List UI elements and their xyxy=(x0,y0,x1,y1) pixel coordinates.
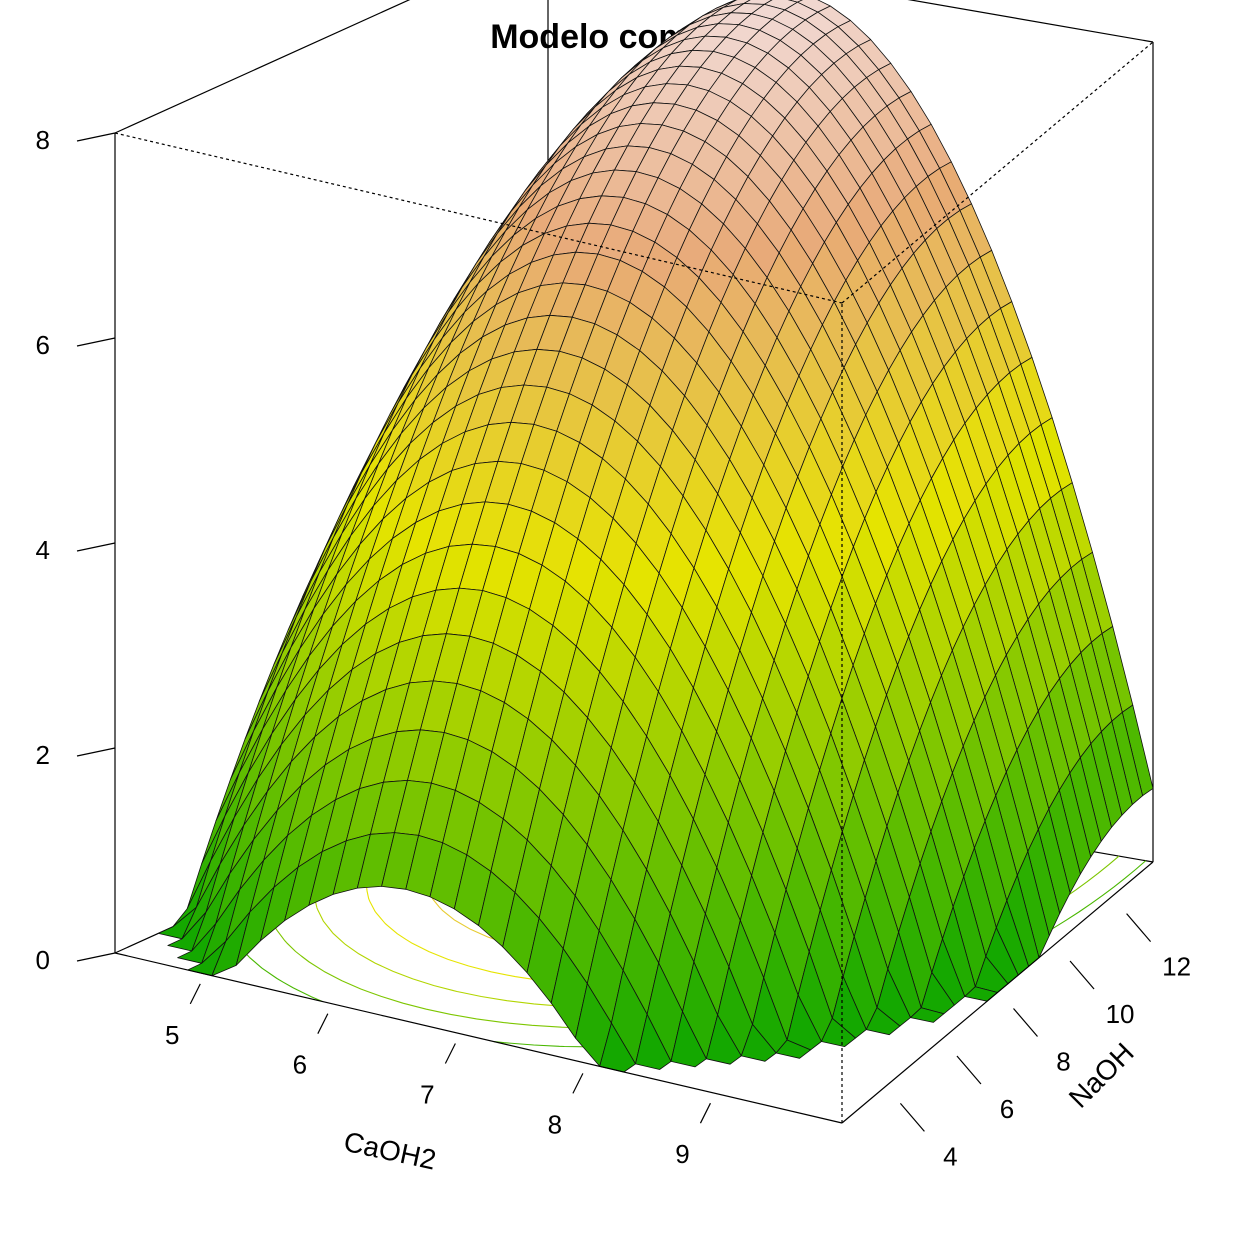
y-tick-label: 12 xyxy=(1162,952,1191,982)
y-tick-label: 8 xyxy=(1056,1047,1070,1077)
y-tick xyxy=(1070,961,1094,989)
y-tick-label: 6 xyxy=(1000,1094,1014,1124)
x-tick xyxy=(445,1044,455,1064)
z-tick-label: 8 xyxy=(36,125,50,155)
x-tick-label: 5 xyxy=(165,1020,179,1050)
x-tick xyxy=(700,1103,710,1123)
x-tick xyxy=(573,1073,583,1093)
x-tick-label: 7 xyxy=(420,1080,434,1110)
z-tick-label: 2 xyxy=(36,740,50,770)
z-tick-label: 6 xyxy=(36,330,50,360)
z-tick xyxy=(77,953,115,961)
x-tick xyxy=(190,984,200,1004)
box-edge xyxy=(115,0,548,133)
z-axis: 0 2 4 6 8 xyxy=(36,125,115,975)
x-tick-label: 8 xyxy=(548,1109,562,1139)
y-tick-label: 4 xyxy=(943,1141,957,1171)
y-tick xyxy=(1014,1009,1038,1037)
z-tick xyxy=(77,543,115,551)
y-tick xyxy=(1127,914,1151,942)
z-tick xyxy=(77,133,115,141)
z-tick-label: 4 xyxy=(36,535,50,565)
x-tick-label: 9 xyxy=(675,1139,689,1169)
response-surface xyxy=(158,0,1153,1072)
x-tick xyxy=(318,1014,328,1034)
z-tick-label: 0 xyxy=(36,945,50,975)
y-tick xyxy=(957,1056,981,1084)
y-tick-label: 10 xyxy=(1106,999,1135,1029)
z-tick xyxy=(77,748,115,756)
y-tick xyxy=(900,1103,924,1131)
x-axis-label: CaOH2 xyxy=(341,1126,439,1176)
y-axis-label: NaOH xyxy=(1063,1037,1140,1114)
x-tick-label: 6 xyxy=(293,1050,307,1080)
z-tick xyxy=(77,338,115,346)
